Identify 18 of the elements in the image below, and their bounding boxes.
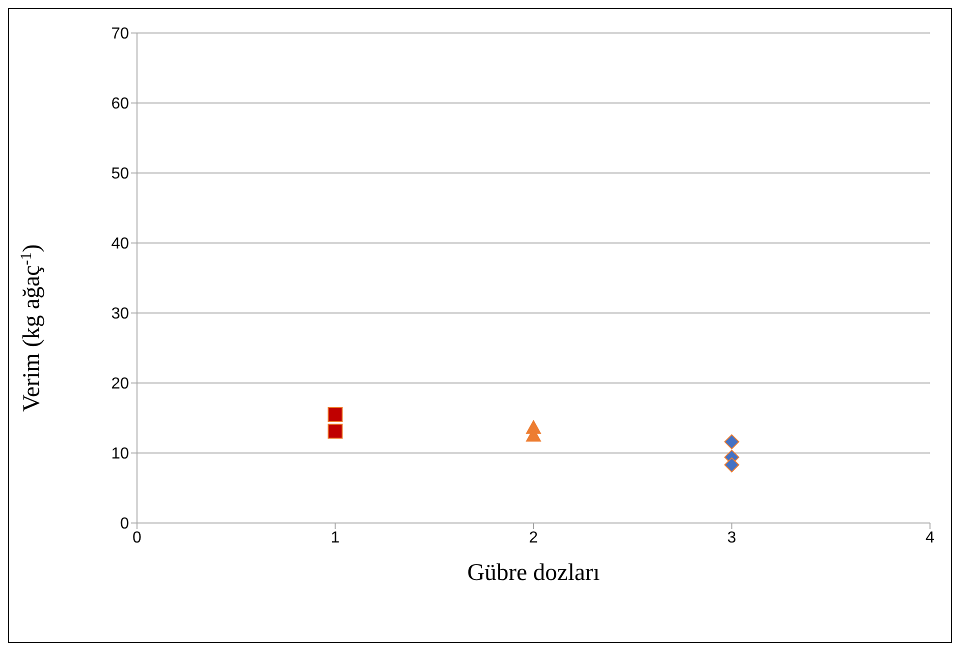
- y-tick-label: 70: [111, 26, 130, 43]
- x-tick-label: 2: [529, 529, 538, 546]
- y-tick-label: 40: [111, 236, 130, 253]
- x-tick-label: 1: [330, 529, 340, 546]
- point: [328, 424, 343, 439]
- y-tick-label: 30: [111, 306, 130, 323]
- point: [724, 434, 740, 450]
- y-tick-label: 10: [111, 446, 130, 463]
- y-tick-label: 60: [111, 96, 130, 113]
- y-tick-label: 50: [111, 166, 130, 183]
- point: [328, 407, 343, 422]
- x-tick-label: 4: [926, 529, 935, 546]
- x-tick-label: 3: [727, 529, 736, 546]
- x-axis-title: Gübre dozları: [467, 560, 600, 586]
- point: [724, 457, 740, 472]
- y-tick-label: 0: [120, 516, 130, 533]
- x-tick-label: 0: [132, 529, 142, 546]
- y-tick-label: 20: [111, 376, 130, 393]
